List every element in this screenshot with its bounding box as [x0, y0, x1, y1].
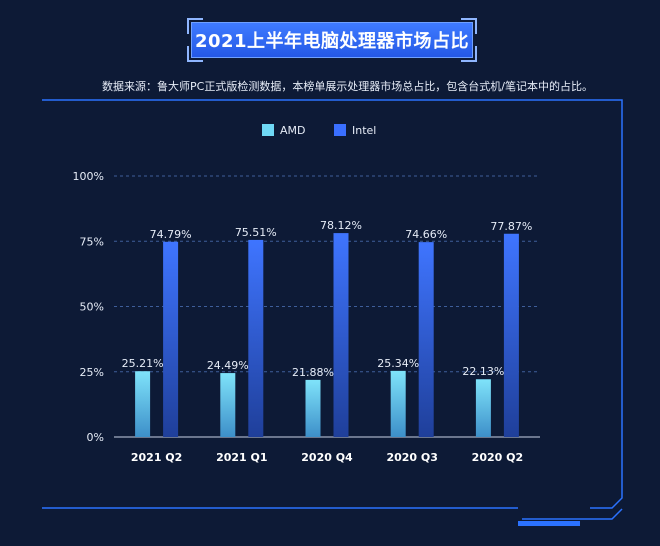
data-label-intel: 75.51% [235, 226, 277, 239]
corner-decoration [461, 18, 477, 34]
corner-decoration [187, 46, 203, 62]
bar-intel [248, 239, 264, 437]
grid-lines [114, 175, 540, 438]
frame-accent [518, 521, 580, 526]
legend-swatch-intel [334, 124, 346, 136]
data-label-amd: 25.21% [122, 357, 164, 370]
x-tick-label: 2020 Q2 [472, 451, 523, 464]
y-tick-label: 75% [80, 235, 104, 248]
bar-intel [333, 233, 349, 437]
title-banner: 2021上半年电脑处理器市场占比 [187, 18, 477, 62]
legend-swatch-amd [262, 124, 274, 136]
data-label-intel: 77.87% [490, 220, 532, 233]
data-label-intel: 74.66% [405, 228, 447, 241]
x-tick-label: 2020 Q4 [301, 451, 353, 464]
bar-intel [503, 233, 519, 437]
y-tick-label: 100% [73, 170, 104, 183]
chart-frame [42, 99, 623, 526]
corner-decoration [187, 18, 203, 34]
y-tick-label: 50% [80, 301, 104, 314]
y-axis: 0% 25% 50% 75% 100% [73, 170, 104, 444]
bar-amd [475, 379, 491, 437]
bar-amd [390, 370, 406, 437]
data-label-amd: 21.88% [292, 366, 334, 379]
chart-title: 2021上半年电脑处理器市场占比 [191, 22, 473, 58]
bar-amd [305, 379, 321, 437]
bar-amd [220, 373, 236, 437]
x-axis: 2021 Q2 2021 Q1 2020 Q4 2020 Q3 2020 Q2 [131, 451, 523, 464]
legend: AMD Intel [262, 124, 376, 137]
frame-tail [522, 508, 623, 520]
data-label-amd: 25.34% [377, 357, 419, 370]
data-label-amd: 22.13% [462, 365, 504, 378]
bar-amd [135, 371, 151, 437]
bar-intel [163, 241, 179, 437]
bars: 25.21% 74.79% 24.49% 75.51% 21.88% 78.12% 25.3… [122, 219, 532, 437]
corner-decoration [461, 46, 477, 62]
data-label-intel: 78.12% [320, 219, 362, 232]
source-note: 数据来源：鲁大师PC正式版检测数据，本榜单展示处理器市场总占比，包含台式机/笔记… [102, 80, 594, 93]
y-tick-label: 25% [80, 366, 104, 379]
legend-label-amd: AMD [280, 124, 306, 137]
legend-label-intel: Intel [352, 124, 376, 137]
data-label-amd: 24.49% [207, 359, 249, 372]
frame-border [42, 99, 623, 509]
data-label-intel: 74.79% [150, 228, 192, 241]
x-tick-label: 2021 Q1 [216, 451, 267, 464]
x-tick-label: 2020 Q3 [386, 451, 437, 464]
x-tick-label: 2021 Q2 [131, 451, 182, 464]
y-tick-label: 0% [87, 431, 104, 444]
bar-intel [418, 242, 434, 437]
